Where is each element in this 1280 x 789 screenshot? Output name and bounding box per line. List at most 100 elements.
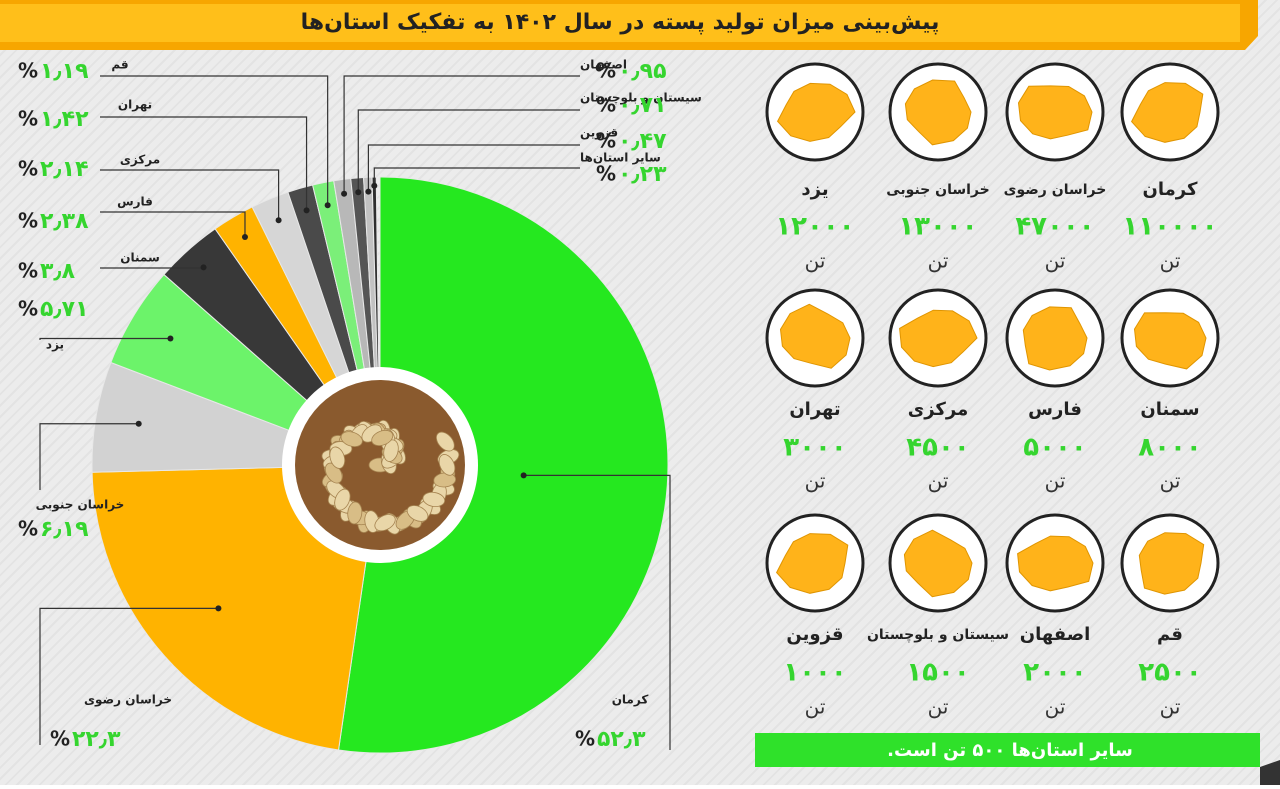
- leader-dot: [355, 189, 362, 196]
- province-name: سمنان: [1140, 399, 1199, 420]
- province-name: اصفهان: [1020, 624, 1091, 645]
- percent-sign: %: [18, 517, 38, 541]
- province-map: [779, 303, 851, 369]
- slice-name: مرکزی: [120, 153, 160, 167]
- province-map: [1017, 85, 1093, 140]
- pistachio: [371, 429, 394, 447]
- province-name: قزوین: [786, 624, 843, 645]
- slice-name: فارس: [117, 195, 153, 209]
- leader-dot: [241, 234, 248, 241]
- pistachio: [340, 431, 363, 448]
- province-amount: ۳۰۰۰: [783, 433, 846, 463]
- footer-text: سایر استان‌ها ۵۰۰ تن است.: [887, 740, 1133, 761]
- province-name: کرمان: [1143, 179, 1198, 200]
- pistachio: [374, 514, 396, 532]
- province-unit: تن: [928, 469, 949, 493]
- slice-name: سیستان و بلوچستان: [580, 91, 702, 106]
- percent-sign: %: [18, 107, 38, 131]
- value-label: ۰٫۹۵: [618, 59, 667, 84]
- province-unit: تن: [928, 695, 949, 719]
- province-name: خراسان رضوی: [1004, 182, 1107, 198]
- leader-line: [357, 109, 580, 193]
- leader-dot: [215, 605, 222, 612]
- title-bar-inner: [0, 4, 1240, 42]
- value-label: ۳٫۸: [40, 259, 76, 284]
- leader-dot: [275, 217, 282, 224]
- pistachio: [383, 439, 399, 462]
- slice-name: سایر استان‌ها: [580, 151, 661, 165]
- percent-sign: %: [18, 209, 38, 233]
- province-amount: ۱۵۰۰: [906, 658, 969, 688]
- pistachio: [422, 491, 446, 508]
- pistachio: [347, 501, 363, 525]
- province-map: [1138, 532, 1205, 595]
- province-name: خراسان جنوبی: [886, 182, 989, 198]
- province-unit: تن: [1045, 249, 1066, 273]
- leader-line: [523, 474, 671, 750]
- pistachio: [438, 454, 456, 476]
- province-unit: تن: [805, 249, 826, 273]
- slice-name: قزوین: [580, 126, 618, 141]
- province-map: [903, 529, 973, 598]
- chart-title: پیش‌بینی میزان تولید پسته در سال ۱۴۰۲ به…: [301, 10, 940, 35]
- leader-dot: [167, 335, 174, 342]
- percent-sign: %: [18, 297, 38, 321]
- pistachio: [406, 505, 429, 522]
- value-label: ۲٫۳۸: [40, 209, 89, 234]
- percent-sign: %: [575, 727, 595, 751]
- leader-dot: [324, 202, 331, 209]
- percent-sign: %: [596, 93, 616, 117]
- province-map: [776, 82, 856, 142]
- value-label: ۵۲٫۳: [597, 727, 646, 752]
- slice-name: اصفهان: [580, 58, 627, 72]
- leader-line: [39, 607, 219, 745]
- province-name: مرکزی: [908, 399, 969, 420]
- province-amount: ۲۰۰۰: [1023, 658, 1086, 688]
- leader-line: [343, 75, 580, 194]
- value-label: ۲۲٫۳: [72, 727, 121, 752]
- leader-line: [367, 144, 580, 192]
- footer-corner: [1260, 760, 1280, 785]
- value-label: ۰٫۲۳: [618, 162, 667, 187]
- leader-line: [100, 116, 308, 211]
- percent-sign: %: [18, 59, 38, 83]
- province-unit: تن: [805, 469, 826, 493]
- value-label: ۵٫۷۱: [40, 297, 89, 322]
- province-unit: تن: [1160, 695, 1181, 719]
- percent-sign: %: [18, 259, 38, 283]
- value-label: ۰٫۴۷: [618, 129, 667, 154]
- value-label: ۱٫۴۲: [40, 107, 89, 132]
- province-amount: ۱۳۰۰۰: [898, 212, 977, 242]
- province-amount: ۱۲۰۰۰: [775, 212, 854, 242]
- province-name: یزد: [801, 179, 828, 200]
- province-amount: ۵۰۰۰: [1023, 433, 1086, 463]
- slice-name: تهران: [118, 98, 152, 112]
- province-unit: تن: [1045, 695, 1066, 719]
- province-unit: تن: [1160, 469, 1181, 493]
- leader-dot: [200, 264, 207, 271]
- value-label: ۶٫۱۹: [40, 517, 89, 542]
- province-name: سیستان و بلوچستان: [867, 627, 1009, 643]
- province-amount: ۸۰۰۰: [1138, 433, 1201, 463]
- footer-bar: [755, 733, 1260, 767]
- leader-dot: [520, 472, 527, 479]
- province-map: [1017, 535, 1094, 592]
- percent-sign: %: [596, 162, 616, 186]
- province-name: قم: [1157, 624, 1183, 645]
- leader-line: [100, 169, 280, 221]
- leader-line: [100, 211, 246, 238]
- province-unit: تن: [1045, 469, 1066, 493]
- leader-line: [373, 167, 580, 186]
- pie-slice: [337, 176, 669, 754]
- pistachio: [329, 446, 346, 469]
- province-map: [775, 533, 849, 594]
- leader-dot: [365, 188, 372, 195]
- value-label: ۲٫۱۴: [40, 157, 89, 182]
- province-amount: ۱۱۰۰۰۰: [1122, 212, 1217, 242]
- percent-sign: %: [596, 59, 616, 83]
- slice-name: یزد: [46, 338, 64, 352]
- percent-sign: %: [596, 129, 616, 153]
- pistachio: [435, 431, 455, 452]
